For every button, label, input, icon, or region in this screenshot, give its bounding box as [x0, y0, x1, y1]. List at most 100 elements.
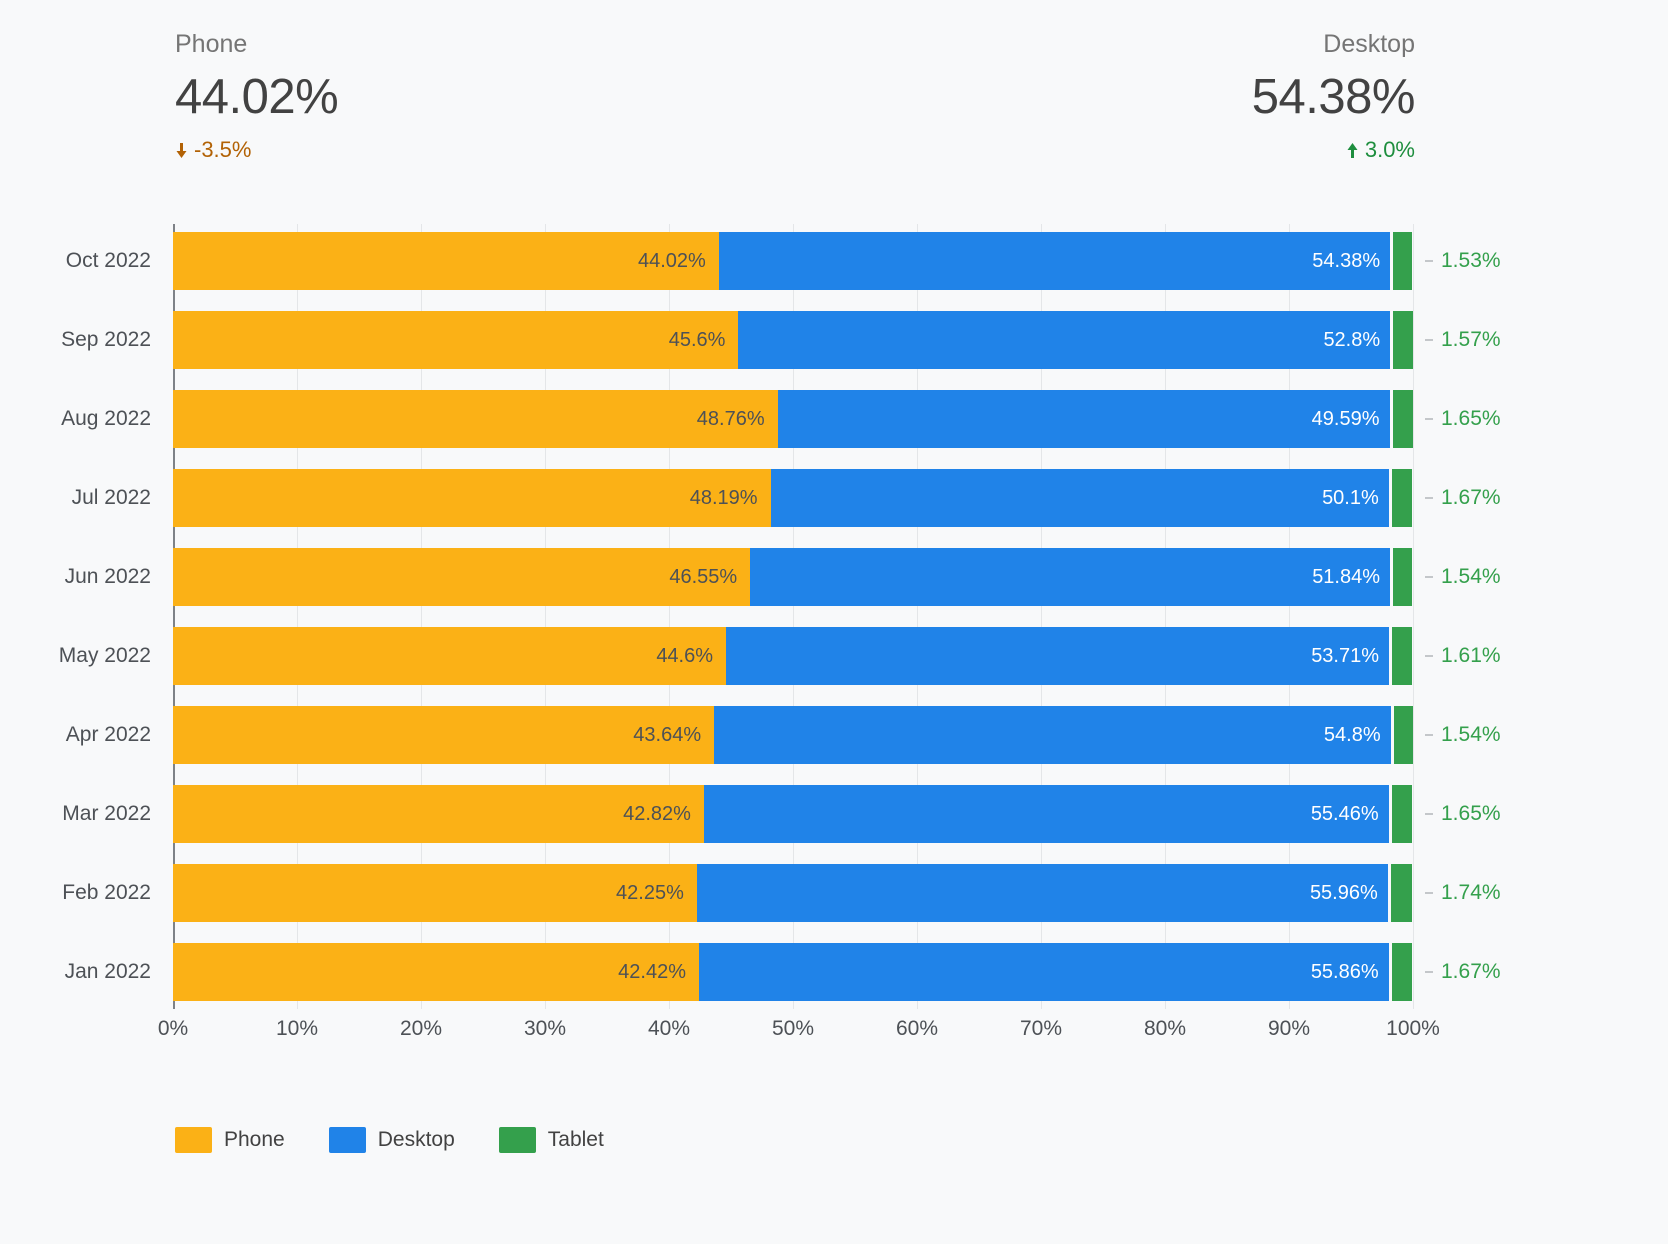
legend-item-desktop[interactable]: Desktop — [328, 1127, 455, 1153]
tablet-bar-segment[interactable] — [1391, 785, 1413, 843]
phone-bar-segment[interactable]: 42.25% — [173, 864, 697, 922]
x-axis-tick-label: 50% — [771, 1017, 815, 1040]
tablet-value-text: 1.65% — [1441, 802, 1501, 825]
stacked-bar-chart: Oct 2022 Sep 2022 Aug 2022 Jul 2022 Jun 2022… — [0, 224, 1668, 1009]
tablet-value-label: 1.53% — [1413, 232, 1668, 290]
x-axis-tick-label: 30% — [523, 1017, 567, 1040]
y-axis-label: Jun 2022 — [64, 565, 151, 588]
x-axis: 0% 10% 20% 30% 40% 50% 60% 70% 80% 90% 100% — [158, 1015, 1440, 1043]
bar-value-label: 48.76% — [696, 407, 765, 430]
phone-bar-segment[interactable]: 43.64% — [173, 706, 715, 764]
y-axis-label: May 2022 — [58, 644, 151, 667]
desktop-bar-segment[interactable]: 49.59% — [777, 390, 1393, 448]
desktop-bar-segment[interactable]: 55.86% — [699, 943, 1392, 1001]
metric-delta: -3.5% — [175, 137, 338, 163]
desktop-bar-segment[interactable]: 52.8% — [738, 311, 1394, 369]
desktop-bar-segment[interactable]: 53.71% — [726, 627, 1393, 685]
metric-label: Desktop — [1323, 30, 1415, 58]
bar-row: 43.64% 54.8% — [173, 706, 1413, 764]
scorecard-phone: Phone 44.02% -3.5% — [175, 30, 339, 163]
tablet-bar-segment[interactable] — [1392, 627, 1412, 685]
bar-rows: 44.02% 54.38% 45.6% 52.8% 48.76% 49.59% 48.19%… — [173, 224, 1413, 1009]
metric-value: 54.38% — [1251, 70, 1416, 124]
leader-tick — [1425, 576, 1433, 578]
tablet-bar-segment[interactable] — [1391, 469, 1413, 527]
tablet-bar-segment[interactable] — [1393, 548, 1413, 606]
tablet-bar-segment[interactable] — [1392, 390, 1413, 448]
legend-label: Phone — [224, 1128, 285, 1151]
tablet-value-label: 1.65% — [1413, 785, 1668, 843]
bar-value-label: 53.71% — [1311, 644, 1380, 667]
tablet-bar-segment[interactable] — [1393, 232, 1413, 290]
bar-row: 48.76% 49.59% — [173, 390, 1413, 448]
bar-value-label: 42.42% — [618, 960, 686, 983]
tablet-bar-segment[interactable] — [1393, 706, 1413, 764]
bar-row: 42.42% 55.86% — [173, 943, 1413, 1001]
phone-bar-segment[interactable]: 44.02% — [173, 232, 719, 290]
x-axis-tick-label: 80% — [1143, 1017, 1187, 1040]
bar-row: 44.02% 54.38% — [173, 232, 1413, 290]
legend-label: Desktop — [377, 1128, 455, 1151]
bar-row: 42.82% 55.46% — [173, 785, 1413, 843]
leader-tick — [1425, 655, 1433, 657]
legend-item-tablet[interactable]: Tablet — [498, 1127, 604, 1153]
metric-label: Phone — [175, 30, 248, 58]
tablet-bar-segment[interactable] — [1391, 943, 1413, 1001]
bar-value-label: 46.55% — [669, 565, 738, 588]
legend-swatch — [498, 1127, 536, 1153]
gridline — [1413, 224, 1414, 1009]
gridline — [421, 224, 422, 1009]
bar-value-label: 51.84% — [1312, 565, 1381, 588]
legend-swatch — [328, 1127, 366, 1153]
phone-bar-segment[interactable]: 44.6% — [173, 627, 727, 685]
y-axis-label: Jan 2022 — [64, 960, 151, 983]
gridline — [297, 224, 298, 1009]
bar-value-label: 54.38% — [1312, 249, 1381, 272]
tablet-value-text: 1.54% — [1441, 723, 1501, 746]
phone-bar-segment[interactable]: 48.19% — [173, 469, 771, 527]
tablet-value-label: 1.74% — [1413, 864, 1668, 922]
desktop-bar-segment[interactable]: 54.8% — [714, 706, 1394, 764]
tablet-bar-segment[interactable] — [1390, 864, 1413, 922]
y-axis-label: Apr 2022 — [65, 723, 151, 746]
legend-item-phone[interactable]: Phone — [175, 1127, 285, 1153]
x-axis-tick-label: 100% — [1386, 1017, 1440, 1040]
leader-tick — [1425, 260, 1433, 262]
legend-swatch — [175, 1127, 212, 1153]
phone-bar-segment[interactable]: 46.55% — [173, 548, 751, 606]
x-axis-tick-label: 0% — [157, 1017, 189, 1040]
bar-value-label: 43.64% — [633, 723, 702, 746]
tablet-value-text: 1.57% — [1441, 328, 1501, 351]
x-axis-tick-label: 20% — [399, 1017, 443, 1040]
tablet-value-text: 1.54% — [1441, 565, 1501, 588]
tablet-bar-segment[interactable] — [1393, 311, 1413, 369]
desktop-bar-segment[interactable]: 51.84% — [750, 548, 1394, 606]
y-axis-label: Oct 2022 — [65, 249, 151, 272]
bar-value-label: 42.25% — [616, 881, 684, 904]
phone-bar-segment[interactable]: 42.82% — [173, 785, 704, 843]
bar-value-label: 52.8% — [1323, 328, 1381, 351]
desktop-bar-segment[interactable]: 55.46% — [703, 785, 1392, 843]
tablet-value-label: 1.57% — [1413, 311, 1668, 369]
phone-bar-segment[interactable]: 45.6% — [173, 311, 739, 369]
leader-tick — [1425, 497, 1433, 499]
phone-bar-segment[interactable]: 42.42% — [173, 943, 699, 1001]
desktop-bar-segment[interactable]: 54.38% — [718, 232, 1394, 290]
bar-value-label: 49.59% — [1311, 407, 1380, 430]
metric-delta: 3.0% — [1252, 137, 1415, 163]
desktop-bar-segment[interactable]: 50.1% — [770, 469, 1392, 527]
tablet-value-label: 1.54% — [1413, 548, 1668, 606]
tablet-value-text: 1.65% — [1441, 407, 1501, 430]
bar-row: 44.6% 53.71% — [173, 627, 1413, 685]
gridline — [917, 224, 918, 1009]
metric-delta-value: 3.0% — [1364, 137, 1415, 162]
phone-bar-segment[interactable]: 48.76% — [173, 390, 778, 448]
bar-value-label: 44.02% — [638, 249, 706, 272]
x-axis-tick-label: 10% — [275, 1017, 319, 1040]
leader-tick — [1425, 339, 1433, 341]
tablet-value-label: 1.67% — [1413, 469, 1668, 527]
bar-row: 46.55% 51.84% — [173, 548, 1413, 606]
bar-value-label: 44.6% — [656, 644, 714, 667]
y-axis-label: Sep 2022 — [61, 328, 151, 351]
desktop-bar-segment[interactable]: 55.96% — [696, 864, 1391, 922]
